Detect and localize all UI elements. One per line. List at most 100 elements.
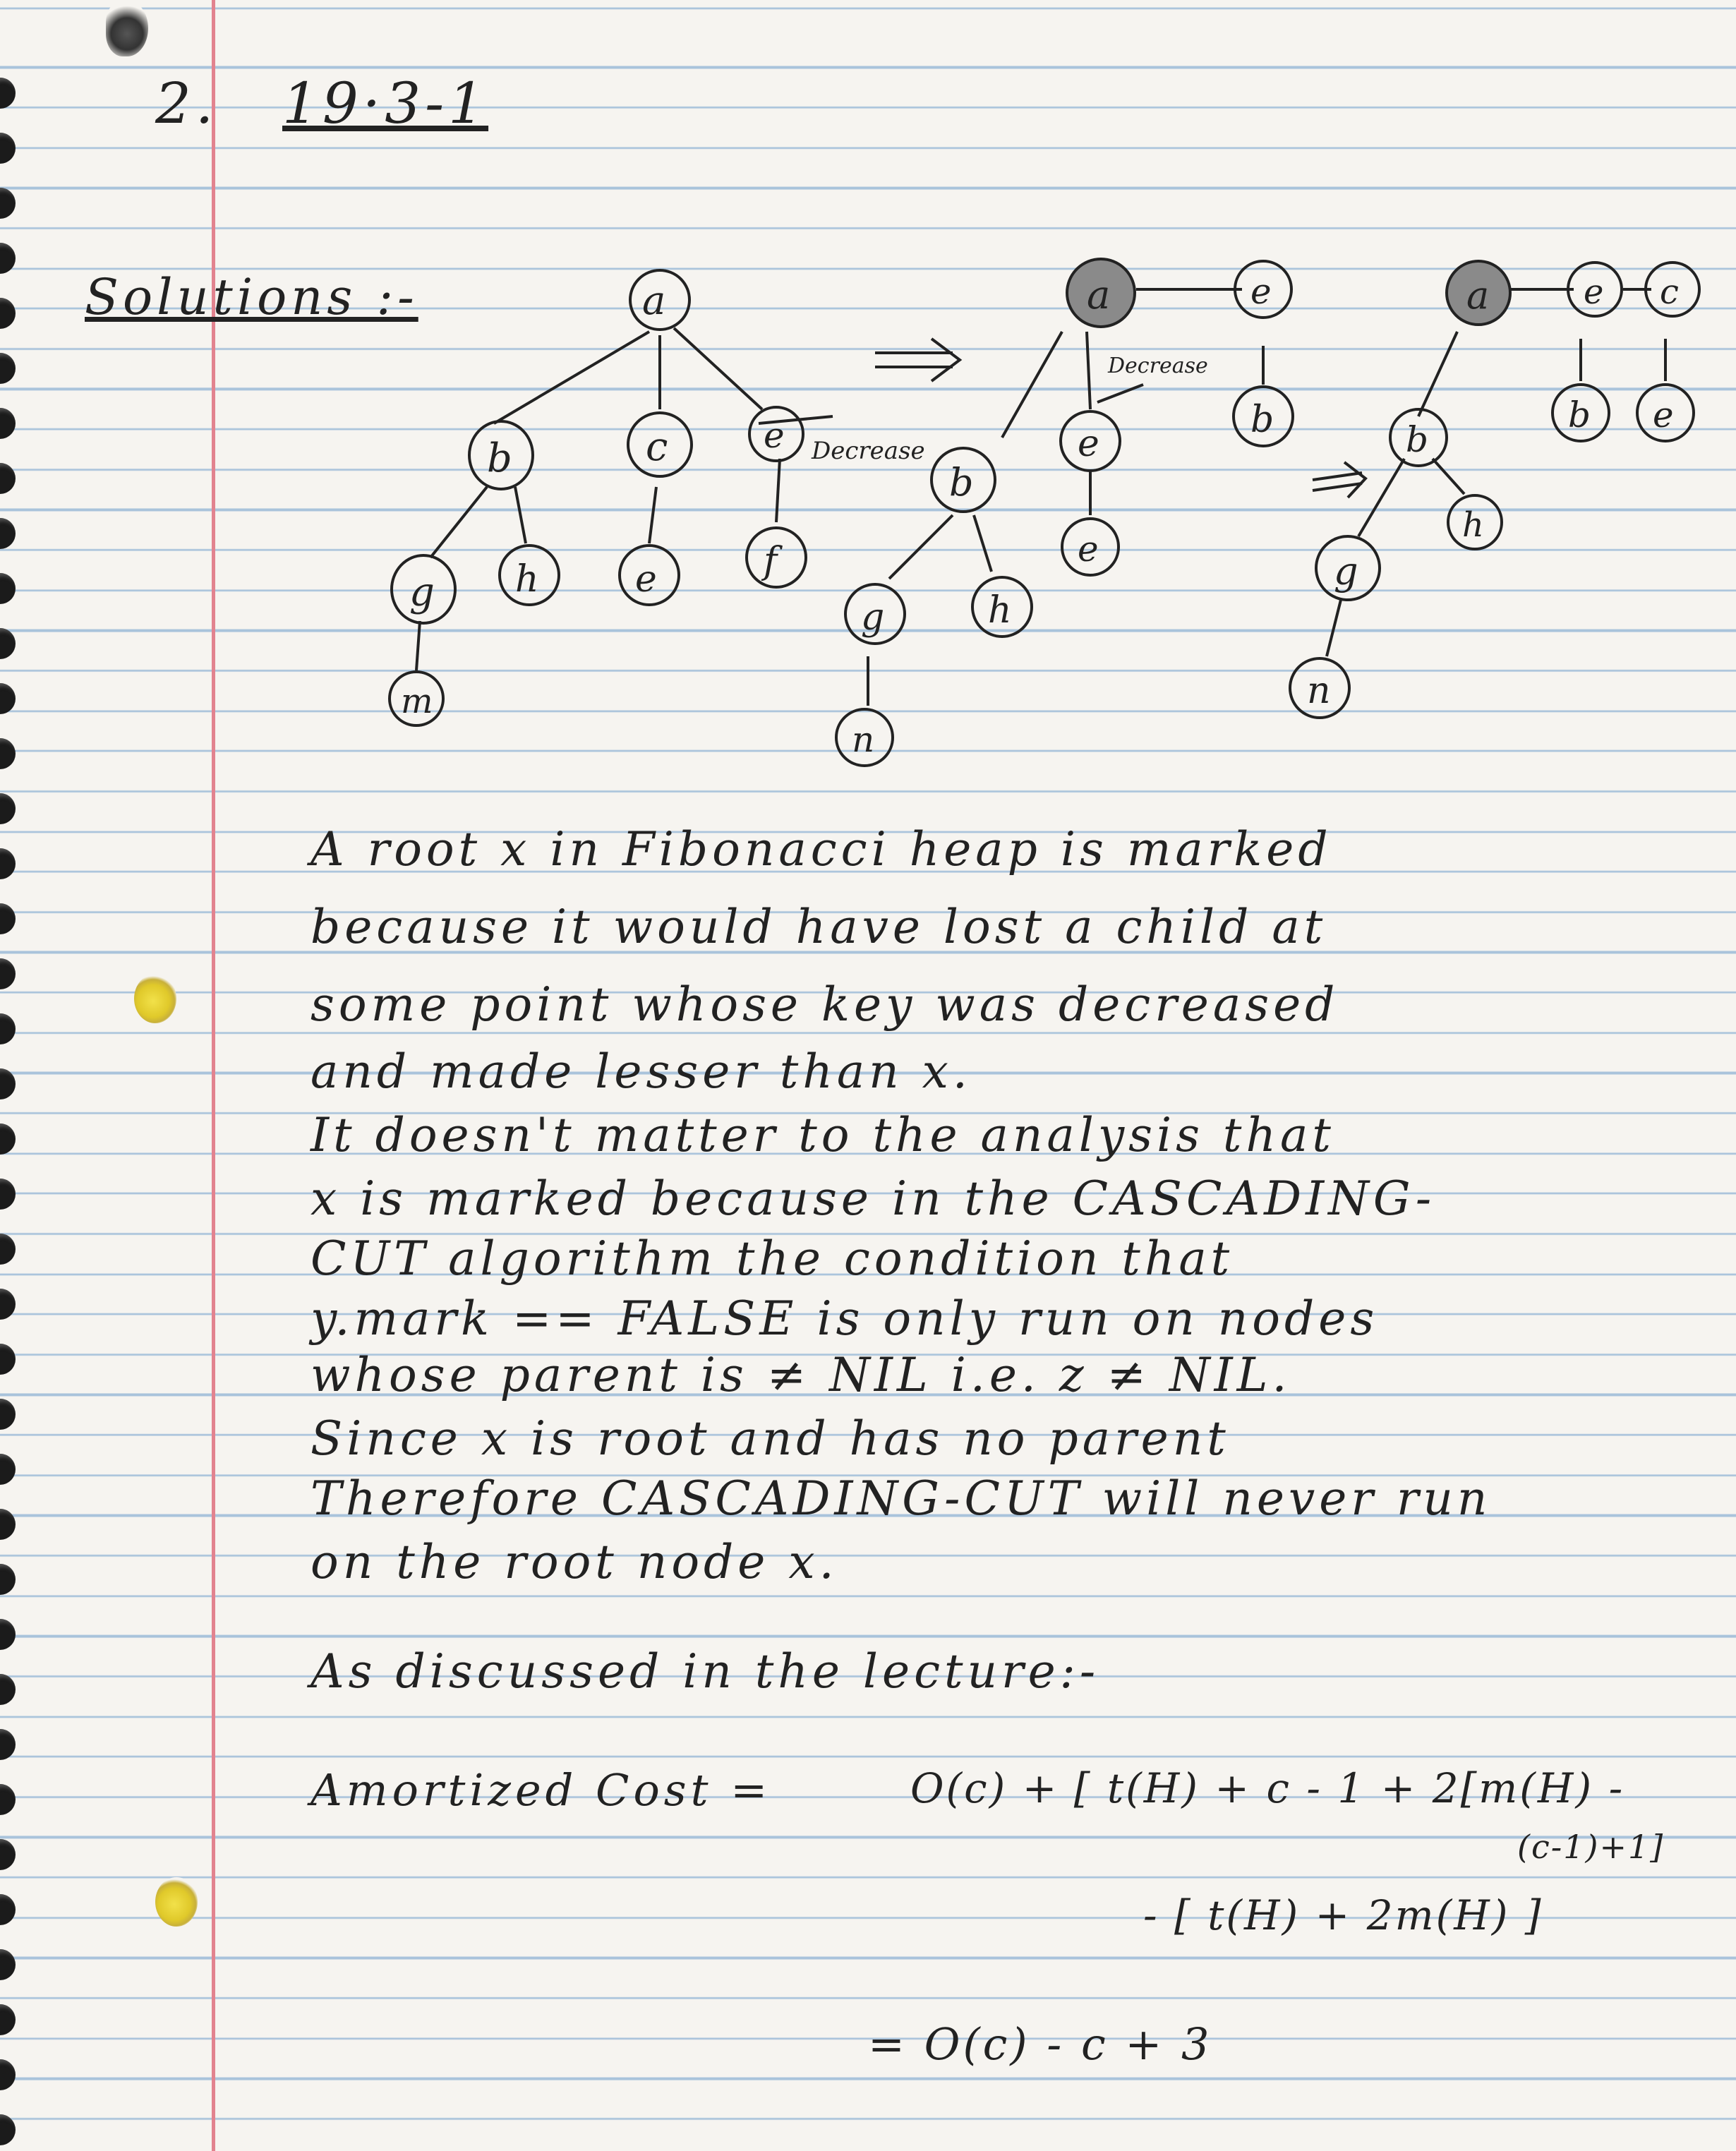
binding-hole bbox=[0, 1068, 16, 1099]
node-label: g bbox=[861, 596, 884, 639]
binding-hole bbox=[0, 958, 16, 989]
node-label: a bbox=[1466, 273, 1489, 318]
node-label: b bbox=[1250, 399, 1274, 441]
binding-hole bbox=[0, 1344, 16, 1375]
body-line: CUT algorithm the condition that bbox=[311, 1231, 1234, 1286]
node-c bbox=[627, 411, 693, 478]
tree-edge bbox=[888, 514, 954, 580]
binding-hole bbox=[0, 1013, 16, 1044]
node-label: n bbox=[852, 719, 874, 760]
body-line: on the root node x. bbox=[311, 1535, 838, 1589]
node-label: e bbox=[635, 558, 657, 601]
node-label: h bbox=[988, 589, 1012, 632]
binding-hole bbox=[0, 1839, 16, 1870]
binding-hole bbox=[0, 1564, 16, 1595]
binding-hole bbox=[0, 628, 16, 659]
binding-hole bbox=[0, 1674, 16, 1705]
node-label: c bbox=[1660, 272, 1679, 312]
binding-hole bbox=[0, 188, 16, 219]
node-e bbox=[1059, 410, 1121, 472]
node-h bbox=[498, 544, 560, 606]
node-label: g bbox=[1334, 549, 1358, 594]
binding-hole bbox=[0, 1784, 16, 1815]
implies-arrow bbox=[1312, 471, 1363, 481]
binding-hole bbox=[0, 793, 16, 824]
formula-line: (c-1)+1] bbox=[1517, 1828, 1665, 1866]
node-h bbox=[971, 576, 1033, 638]
binding-hole bbox=[0, 408, 16, 439]
highlight-mark bbox=[155, 1877, 198, 1927]
node-e2 bbox=[1636, 383, 1695, 442]
node-e2 bbox=[618, 544, 680, 606]
binding-hole bbox=[0, 353, 16, 384]
node-e-root bbox=[1567, 261, 1623, 318]
body-line: A root x in Fibonacci heap is marked bbox=[311, 822, 1332, 876]
tree1: a b c e g h e f m Decrease bbox=[388, 269, 925, 727]
tree3: a e c b g h n b e bbox=[1289, 260, 1701, 719]
node-label: h bbox=[1462, 505, 1484, 545]
decrease-label: Decrease bbox=[811, 437, 925, 465]
node-a-marked bbox=[1066, 258, 1136, 328]
node-g bbox=[390, 554, 457, 625]
problem-number: 2. bbox=[155, 71, 218, 136]
node-label: f bbox=[761, 540, 783, 582]
node-label: h bbox=[515, 558, 539, 601]
tree-edge bbox=[673, 327, 764, 411]
node-c-root bbox=[1644, 261, 1701, 318]
tree-edge bbox=[429, 486, 488, 559]
implies-arrow bbox=[1343, 461, 1368, 499]
node-label: e bbox=[1078, 529, 1099, 570]
highlight-mark bbox=[134, 974, 176, 1023]
binding-hole bbox=[0, 518, 16, 549]
node-a bbox=[629, 269, 691, 331]
binding-hole bbox=[0, 2059, 16, 2090]
binding-hole bbox=[0, 1729, 16, 1760]
tree-edge bbox=[1417, 331, 1459, 417]
formula-line: O(c) + [ t(H) + c - 1 + 2[m(H) - bbox=[910, 1764, 1625, 1812]
node-label: m bbox=[401, 682, 433, 721]
decrease-label: Decrease bbox=[1107, 354, 1208, 378]
node-label: e bbox=[764, 415, 785, 456]
binding-hole bbox=[0, 1454, 16, 1485]
tree-edge bbox=[648, 486, 658, 544]
node-label: n bbox=[1307, 670, 1331, 712]
node-label: b bbox=[1406, 419, 1428, 460]
node-n bbox=[1289, 657, 1351, 719]
binding-hole bbox=[0, 78, 16, 109]
tree2: a e b e g h e b n Decrease bbox=[835, 258, 1294, 767]
binding-hole bbox=[0, 1123, 16, 1155]
binding-hole bbox=[0, 2004, 16, 2035]
lecture-intro: As discussed in the lecture:- bbox=[311, 1644, 1100, 1699]
binding-hole bbox=[0, 1234, 16, 1265]
node-a-marked bbox=[1445, 260, 1512, 326]
tree-edge bbox=[1431, 457, 1466, 495]
node-e-root bbox=[1234, 260, 1293, 319]
node-b bbox=[468, 420, 534, 490]
binding-hole bbox=[0, 1179, 16, 1210]
formula-line: - [ t(H) + 2m(H) ] bbox=[1143, 1891, 1543, 1939]
tree-edge bbox=[514, 486, 527, 544]
node-label: b bbox=[1568, 394, 1591, 435]
node-label: a bbox=[1087, 272, 1110, 318]
tree-edge bbox=[1357, 457, 1406, 538]
node-m bbox=[388, 670, 445, 727]
binding-hole bbox=[0, 903, 16, 934]
amortized-label: Amortized Cost = bbox=[311, 1764, 772, 1816]
binding-hole bbox=[0, 463, 16, 494]
formula-line: = O(c) - c + 3 bbox=[868, 2018, 1212, 2070]
node-b2 bbox=[1232, 385, 1294, 447]
node-label: e bbox=[1250, 271, 1272, 312]
body-line: some point whose key was decreased bbox=[311, 977, 1339, 1032]
tree-edge bbox=[493, 330, 651, 425]
binding-hole bbox=[0, 2114, 16, 2145]
body-line: y.mark == FALSE is only run on nodes bbox=[311, 1291, 1379, 1346]
binding-hole bbox=[0, 1289, 16, 1320]
tree-edge bbox=[775, 458, 781, 523]
binding-hole bbox=[0, 1509, 16, 1540]
body-line: and made lesser than x. bbox=[311, 1044, 972, 1099]
tree-edge bbox=[972, 514, 993, 572]
node-h bbox=[1447, 494, 1503, 550]
tree-edge bbox=[1085, 331, 1092, 410]
binding-hole bbox=[0, 683, 16, 714]
problem-id: 19·3-1 bbox=[282, 71, 489, 136]
